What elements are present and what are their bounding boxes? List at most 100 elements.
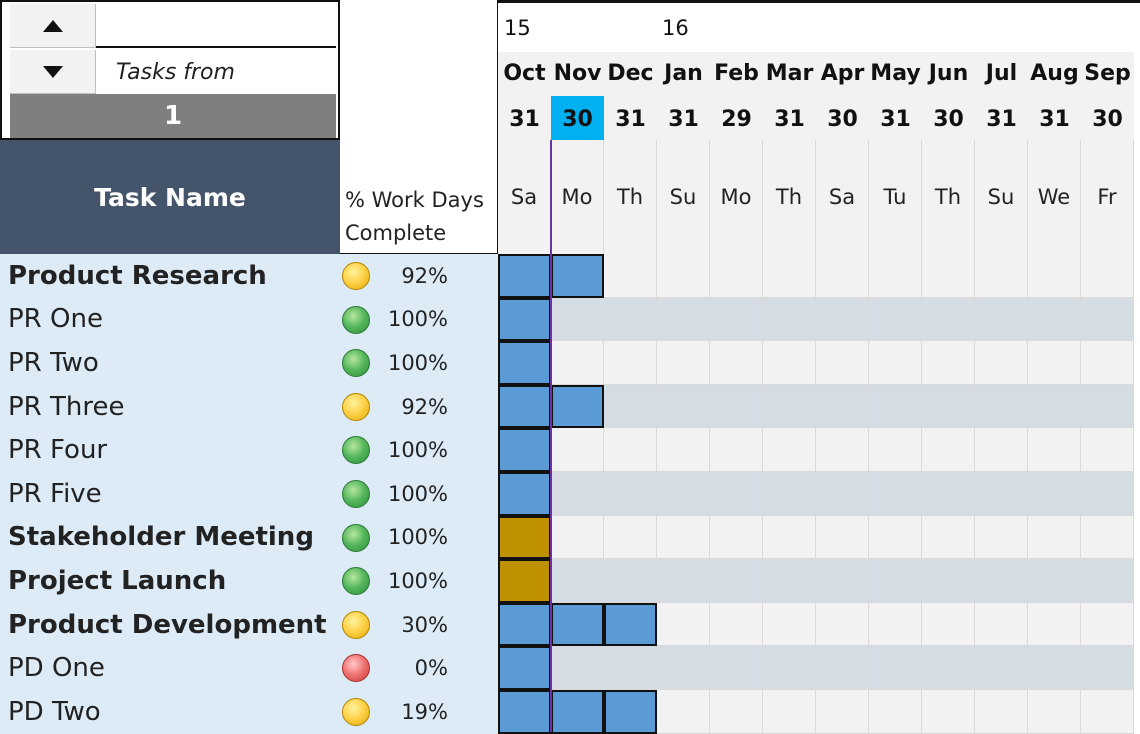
scroll-up-button[interactable] <box>10 4 96 48</box>
timeline-cell <box>869 428 922 472</box>
month-label: Jul <box>975 52 1028 96</box>
month-label: Jun <box>922 52 975 96</box>
scroll-down-button[interactable] <box>10 50 96 94</box>
gantt-bar-segment[interactable] <box>604 690 657 734</box>
timeline-cell <box>922 341 975 385</box>
day-label[interactable]: 30 <box>922 96 975 140</box>
task-name-cell[interactable]: PD One <box>0 646 340 690</box>
gantt-bar-segment[interactable] <box>498 472 551 516</box>
day-label[interactable]: 30 <box>1081 96 1134 140</box>
task-name-cell[interactable]: Project Launch <box>0 559 340 603</box>
weekday-label: Mo <box>710 140 763 254</box>
timeline-cell <box>1028 472 1081 516</box>
timeline-cell <box>975 646 1028 690</box>
day-label[interactable]: 29 <box>710 96 763 140</box>
status-indicator-icon <box>342 480 370 508</box>
task-name-cell[interactable]: PR Five <box>0 472 340 516</box>
timeline-cell <box>975 341 1028 385</box>
gantt-bar-segment[interactable] <box>498 341 551 385</box>
pct-complete-header: % Work Days Complete <box>340 140 498 254</box>
day-label[interactable]: 31 <box>657 96 710 140</box>
task-name-cell[interactable]: Stakeholder Meeting <box>0 515 340 560</box>
timeline-cell <box>1081 341 1134 385</box>
timeline-cell <box>710 515 763 560</box>
weekday-label: Su <box>975 140 1028 254</box>
timeline-cell <box>763 646 816 690</box>
weekday-label: Su <box>657 140 710 254</box>
task-name-cell[interactable]: PR Three <box>0 384 340 429</box>
timeline-cell <box>604 646 657 690</box>
month-label: Apr <box>816 52 869 96</box>
timeline-cell <box>604 515 657 560</box>
day-label[interactable]: 31 <box>869 96 922 140</box>
task-name-cell[interactable]: PR One <box>0 297 340 342</box>
timeline-cell <box>869 254 922 298</box>
gantt-bar-segment[interactable] <box>498 297 551 342</box>
timeline-cell <box>657 559 710 603</box>
timeline-cell <box>657 646 710 690</box>
timeline-cell <box>816 254 869 298</box>
start-index-field[interactable]: 1 <box>10 94 336 138</box>
gantt-bar-segment[interactable] <box>551 384 604 429</box>
day-label[interactable]: 30 <box>816 96 869 140</box>
timeline-cell <box>816 515 869 560</box>
today-marker-line <box>550 140 552 732</box>
timeline-cell <box>975 428 1028 472</box>
pct-header-line2: Complete <box>345 221 447 245</box>
gantt-bar-segment[interactable] <box>498 254 551 298</box>
day-label-selected[interactable]: 30 <box>551 96 604 140</box>
timeline-cell <box>604 428 657 472</box>
timeline-cell <box>1028 341 1081 385</box>
timeline-cell <box>1081 384 1134 429</box>
day-label[interactable]: 31 <box>498 96 551 140</box>
day-label[interactable]: 31 <box>975 96 1028 140</box>
timeline-cell <box>922 384 975 429</box>
day-label[interactable]: 31 <box>604 96 657 140</box>
month-label: May <box>869 52 922 96</box>
day-label[interactable]: 31 <box>1028 96 1081 140</box>
task-name-cell[interactable]: Product Development <box>0 602 340 647</box>
gantt-bar-segment[interactable] <box>498 690 551 734</box>
status-indicator-icon <box>342 523 370 552</box>
timeline-header <box>498 0 1140 254</box>
gantt-bar-segment[interactable] <box>498 428 551 472</box>
timeline-cell <box>816 690 869 734</box>
timeline-cell <box>869 602 922 647</box>
gantt-bar-segment[interactable] <box>498 646 551 690</box>
gantt-bar-segment[interactable] <box>604 602 657 647</box>
pct-value: 100% <box>387 438 448 463</box>
timeline-cell <box>922 646 975 690</box>
timeline-cell <box>763 341 816 385</box>
timeline-cell <box>1081 297 1134 342</box>
timeline-cell <box>869 690 922 734</box>
gantt-bar-segment[interactable] <box>551 254 604 298</box>
gantt-bar-segment[interactable] <box>551 602 604 647</box>
timeline-cell <box>922 690 975 734</box>
gantt-bar-segment[interactable] <box>551 690 604 734</box>
gantt-bar-segment[interactable] <box>498 602 551 647</box>
gantt-bar-segment[interactable] <box>498 384 551 429</box>
timeline-cell <box>869 297 922 342</box>
timeline-cell <box>816 646 869 690</box>
timeline-cell <box>975 559 1028 603</box>
status-indicator-icon <box>342 392 370 421</box>
gantt-bar-segment[interactable] <box>498 515 551 560</box>
task-name-header: Task Name <box>0 140 340 254</box>
task-name-cell[interactable]: PR Four <box>0 428 340 472</box>
gantt-bar-segment[interactable] <box>498 559 551 603</box>
tasks-from-label: Tasks from <box>96 50 336 94</box>
weekday-label: Th <box>763 140 816 254</box>
status-indicator-icon <box>342 262 370 290</box>
timeline-cell <box>816 472 869 516</box>
timeline-cell <box>604 341 657 385</box>
timeline-cell <box>1028 690 1081 734</box>
timeline-cell <box>710 428 763 472</box>
task-name-cell[interactable]: Product Research <box>0 254 340 298</box>
task-name-cell[interactable]: PD Two <box>0 690 340 734</box>
status-indicator-icon <box>342 698 370 726</box>
task-name-cell[interactable]: PR Two <box>0 341 340 385</box>
timeline-cell <box>1081 602 1134 647</box>
day-label[interactable]: 31 <box>763 96 816 140</box>
timeline-cell <box>710 646 763 690</box>
nav-top-field[interactable] <box>96 4 336 48</box>
